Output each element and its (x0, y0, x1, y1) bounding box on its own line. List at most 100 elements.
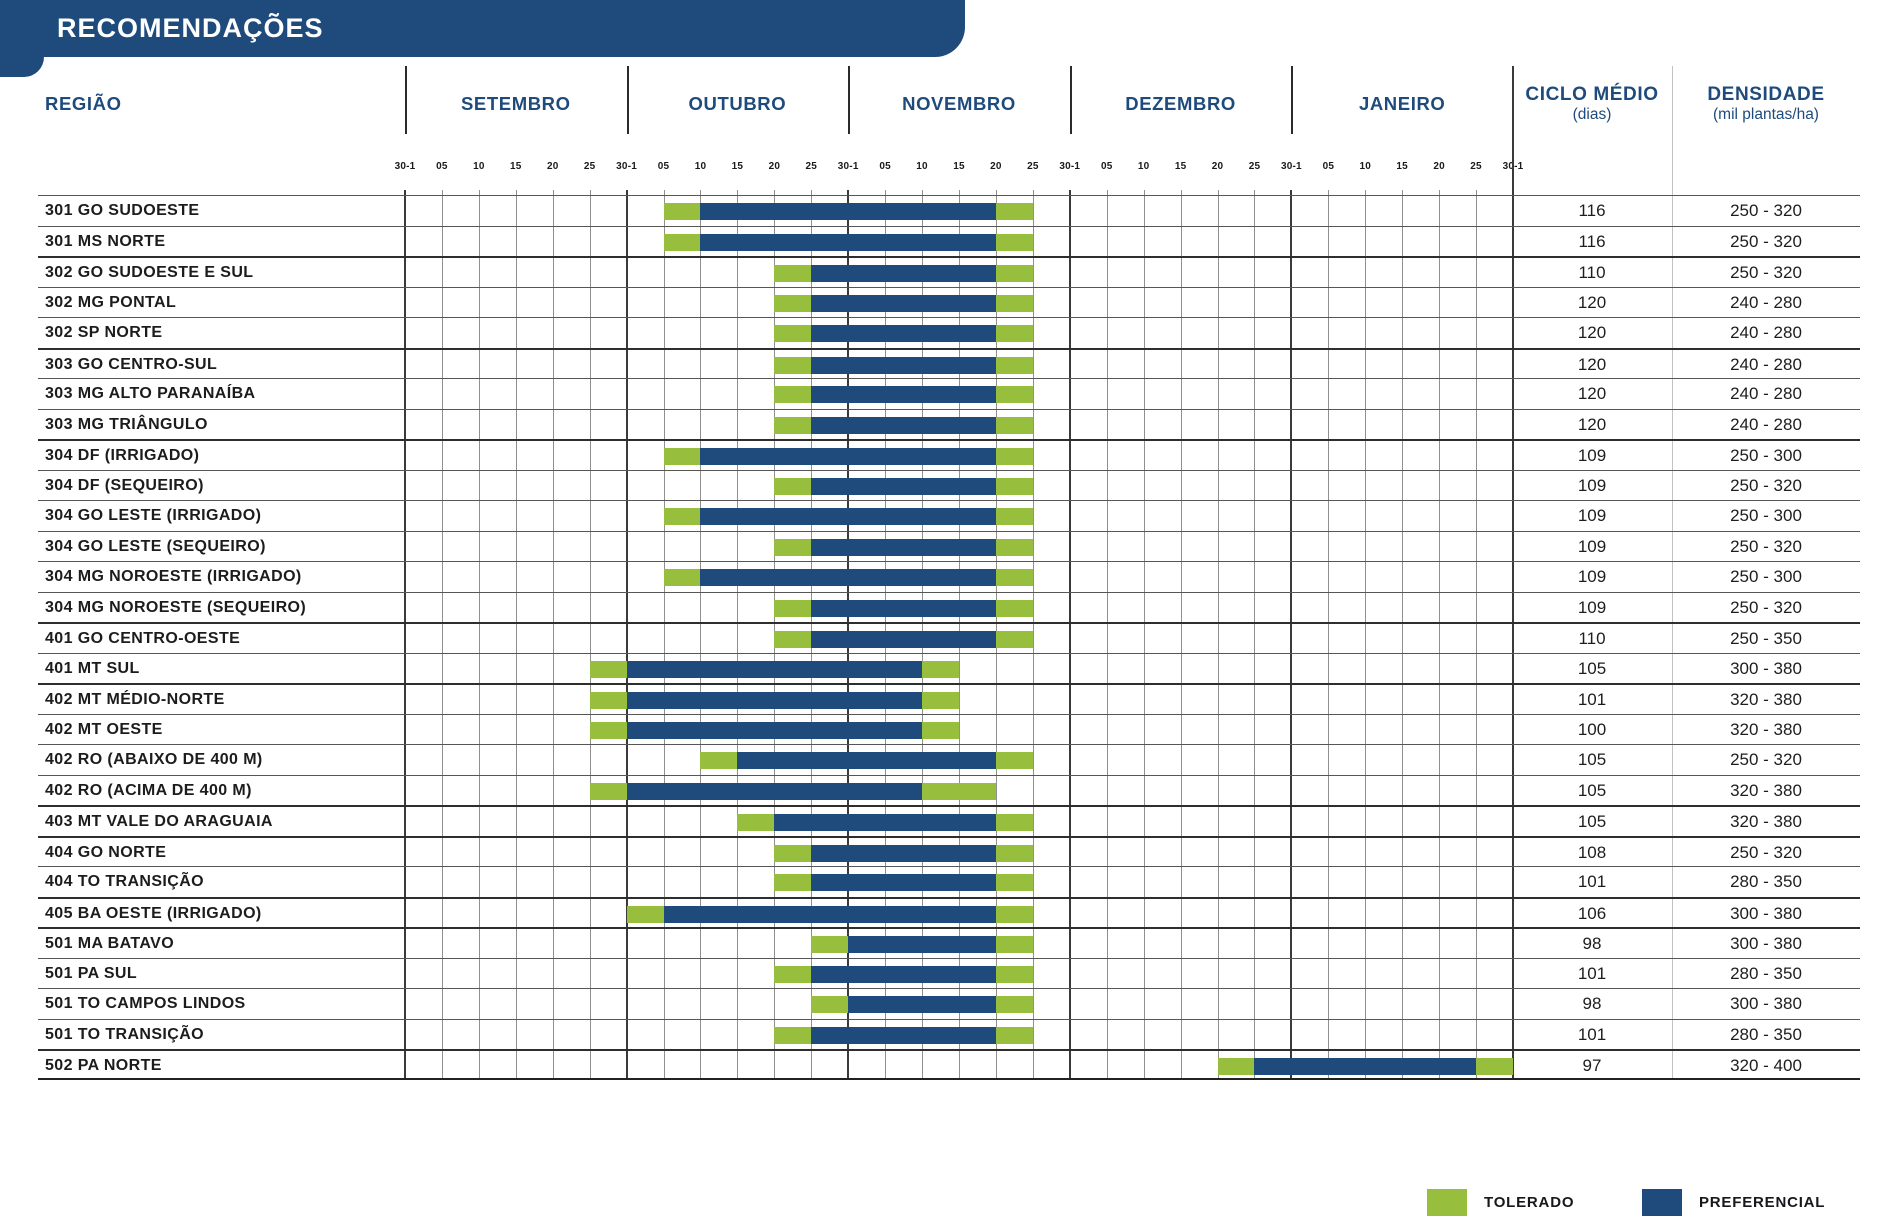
table-row: 401 MT SUL 105 300 - 380 (38, 652, 1860, 684)
table-row: 404 TO TRANSIÇÃO 101 280 - 350 (38, 866, 1860, 897)
tolerado-bar (995, 1026, 1033, 1044)
month-header-janeiro: JANEIRO (1358, 93, 1446, 114)
tolerado-bar (663, 448, 701, 465)
period-grid-line (1217, 190, 1219, 1080)
tolerado-bar (995, 814, 1033, 831)
period-grid-line (1143, 190, 1145, 1080)
densidade-value: 250 - 320 (1730, 231, 1802, 251)
preferencial-bar (811, 325, 996, 342)
preferencial-bar (811, 294, 996, 312)
tolerado-bar (626, 905, 664, 923)
date-tick-label: 30-1 (394, 161, 416, 172)
table-row: 402 RO (ABAIXO DE 400 M) 105 250 - 320 (38, 744, 1860, 775)
preferencial-bar (811, 356, 996, 374)
densidade-value: 320 - 380 (1730, 719, 1802, 739)
preferencial-bar (700, 203, 996, 220)
date-tick-label: 10 (694, 161, 707, 172)
tolerado-bar (700, 752, 738, 769)
ciclo-medio-value: 120 (1577, 323, 1607, 342)
date-tick-label: 15 (953, 161, 965, 172)
densidade-value: 300 - 380 (1730, 903, 1802, 923)
tolerado-bar (774, 965, 812, 983)
table-row: 501 TO CAMPOS LINDOS 98 300 - 380 (38, 988, 1860, 1019)
tolerado-bar (995, 448, 1033, 465)
period-grid-line (1439, 190, 1441, 1080)
column-header-ciclo: CICLO MÉDIO (1525, 84, 1659, 105)
densidade-value: 320 - 400 (1730, 1056, 1802, 1075)
tolerado-bar (995, 508, 1033, 525)
densidade-value: 240 - 280 (1730, 323, 1802, 342)
date-tick-label: 20 (768, 161, 781, 172)
date-tick-label: 05 (436, 161, 448, 172)
date-tick-label: 30-1 (1280, 161, 1302, 172)
region-label: 303 GO CENTRO-SUL (45, 355, 218, 373)
preferencial-bar (811, 1026, 996, 1044)
densidade-value: 250 - 320 (1730, 842, 1802, 862)
ciclo-medio-value: 120 (1577, 414, 1607, 434)
tolerado-bar (1476, 1058, 1513, 1075)
preferencial-bar (811, 265, 996, 282)
date-tick-label: 10 (1359, 161, 1372, 172)
period-grid-line (1402, 190, 1404, 1080)
date-tick-label: 25 (1248, 161, 1261, 172)
table-row: 404 GO NORTE 108 250 - 320 (38, 835, 1860, 867)
table-row: 303 MG TRIÂNGULO 120 240 - 280 (38, 408, 1860, 440)
ciclo-medio-value: 101 (1577, 690, 1607, 709)
preferencial-bar (626, 721, 923, 739)
tolerado-bar (774, 599, 812, 617)
region-label: 304 GO LESTE (SEQUEIRO) (45, 537, 266, 555)
densidade-value: 280 - 350 (1730, 1024, 1802, 1044)
tolerado-bar (774, 874, 812, 891)
table-row: 402 RO (ACIMA DE 400 M) 105 320 - 380 (38, 774, 1860, 806)
densidade-value: 280 - 350 (1730, 963, 1802, 983)
ciclo-medio-value: 109 (1577, 446, 1607, 465)
month-header-dezembro: DEZEMBRO (1125, 93, 1236, 114)
ciclo-medio-value: 120 (1577, 354, 1607, 374)
tolerado-bar (995, 874, 1033, 891)
region-label: 301 GO SUDOESTE (45, 202, 200, 219)
tolerado-bar (774, 416, 812, 434)
densidade-value: 300 - 380 (1730, 658, 1802, 678)
period-grid-line (663, 190, 665, 1080)
month-grid-line (625, 190, 628, 1080)
page-title: RECOMENDAÇÕES (57, 13, 324, 43)
region-label: 402 RO (ABAIXO DE 400 M) (45, 751, 263, 768)
densidade-value: 250 - 300 (1730, 567, 1802, 586)
tolerado-bar (663, 569, 701, 586)
region-label: 402 MT MÉDIO-NORTE (45, 691, 225, 708)
region-label: 501 TO CAMPOS LINDOS (45, 995, 246, 1012)
date-tick-label: 05 (1322, 161, 1335, 172)
tolerado-bar (922, 721, 959, 739)
tolerado-bar (589, 660, 627, 678)
region-label: 401 GO CENTRO-OESTE (45, 630, 241, 647)
region-label: 302 GO SUDOESTE E SUL (45, 264, 254, 281)
ciclo-medio-value: 108 (1577, 842, 1607, 862)
preferencial-bar (700, 569, 996, 586)
region-label: 304 MG NOROESTE (IRRIGADO) (45, 568, 302, 585)
preferencial-bar (848, 936, 996, 953)
tolerado-bar (995, 265, 1033, 282)
ciclo-medio-value: 100 (1577, 719, 1607, 739)
tolerado-bar (995, 844, 1033, 862)
tolerado-legend-label: TOLERADO (1484, 1194, 1575, 1211)
preferencial-bar (774, 814, 996, 831)
table-row: 301 MS NORTE 116 250 - 320 (38, 225, 1860, 257)
date-tick-label: 30-1 (1059, 161, 1081, 172)
date-tick-label: 10 (1137, 161, 1150, 172)
ciclo-medio-value: 120 (1577, 292, 1607, 312)
table-row: 301 GO SUDOESTE 116 250 - 320 (38, 195, 1860, 226)
preferencial-bar (811, 631, 996, 648)
densidade-value: 250 - 300 (1730, 446, 1802, 465)
region-label: 501 PA SUL (45, 964, 138, 982)
preferencial-bar (700, 448, 996, 465)
period-grid-line (1032, 190, 1034, 1080)
table-row: 501 PA SUL 101 280 - 350 (38, 957, 1860, 989)
ciclo-medio-value: 109 (1577, 506, 1607, 525)
table-row: 304 DF (IRRIGADO) 109 250 - 300 (38, 439, 1860, 470)
tolerado-bar (589, 782, 627, 800)
table-row: 303 MG ALTO PARANAÍBA 120 240 - 280 (38, 378, 1860, 409)
ciclo-medio-value: 116 (1578, 201, 1606, 220)
densidade-value: 240 - 280 (1730, 354, 1802, 374)
region-label: 404 TO TRANSIÇÃO (45, 873, 205, 890)
month-grid-line (1290, 190, 1293, 1080)
